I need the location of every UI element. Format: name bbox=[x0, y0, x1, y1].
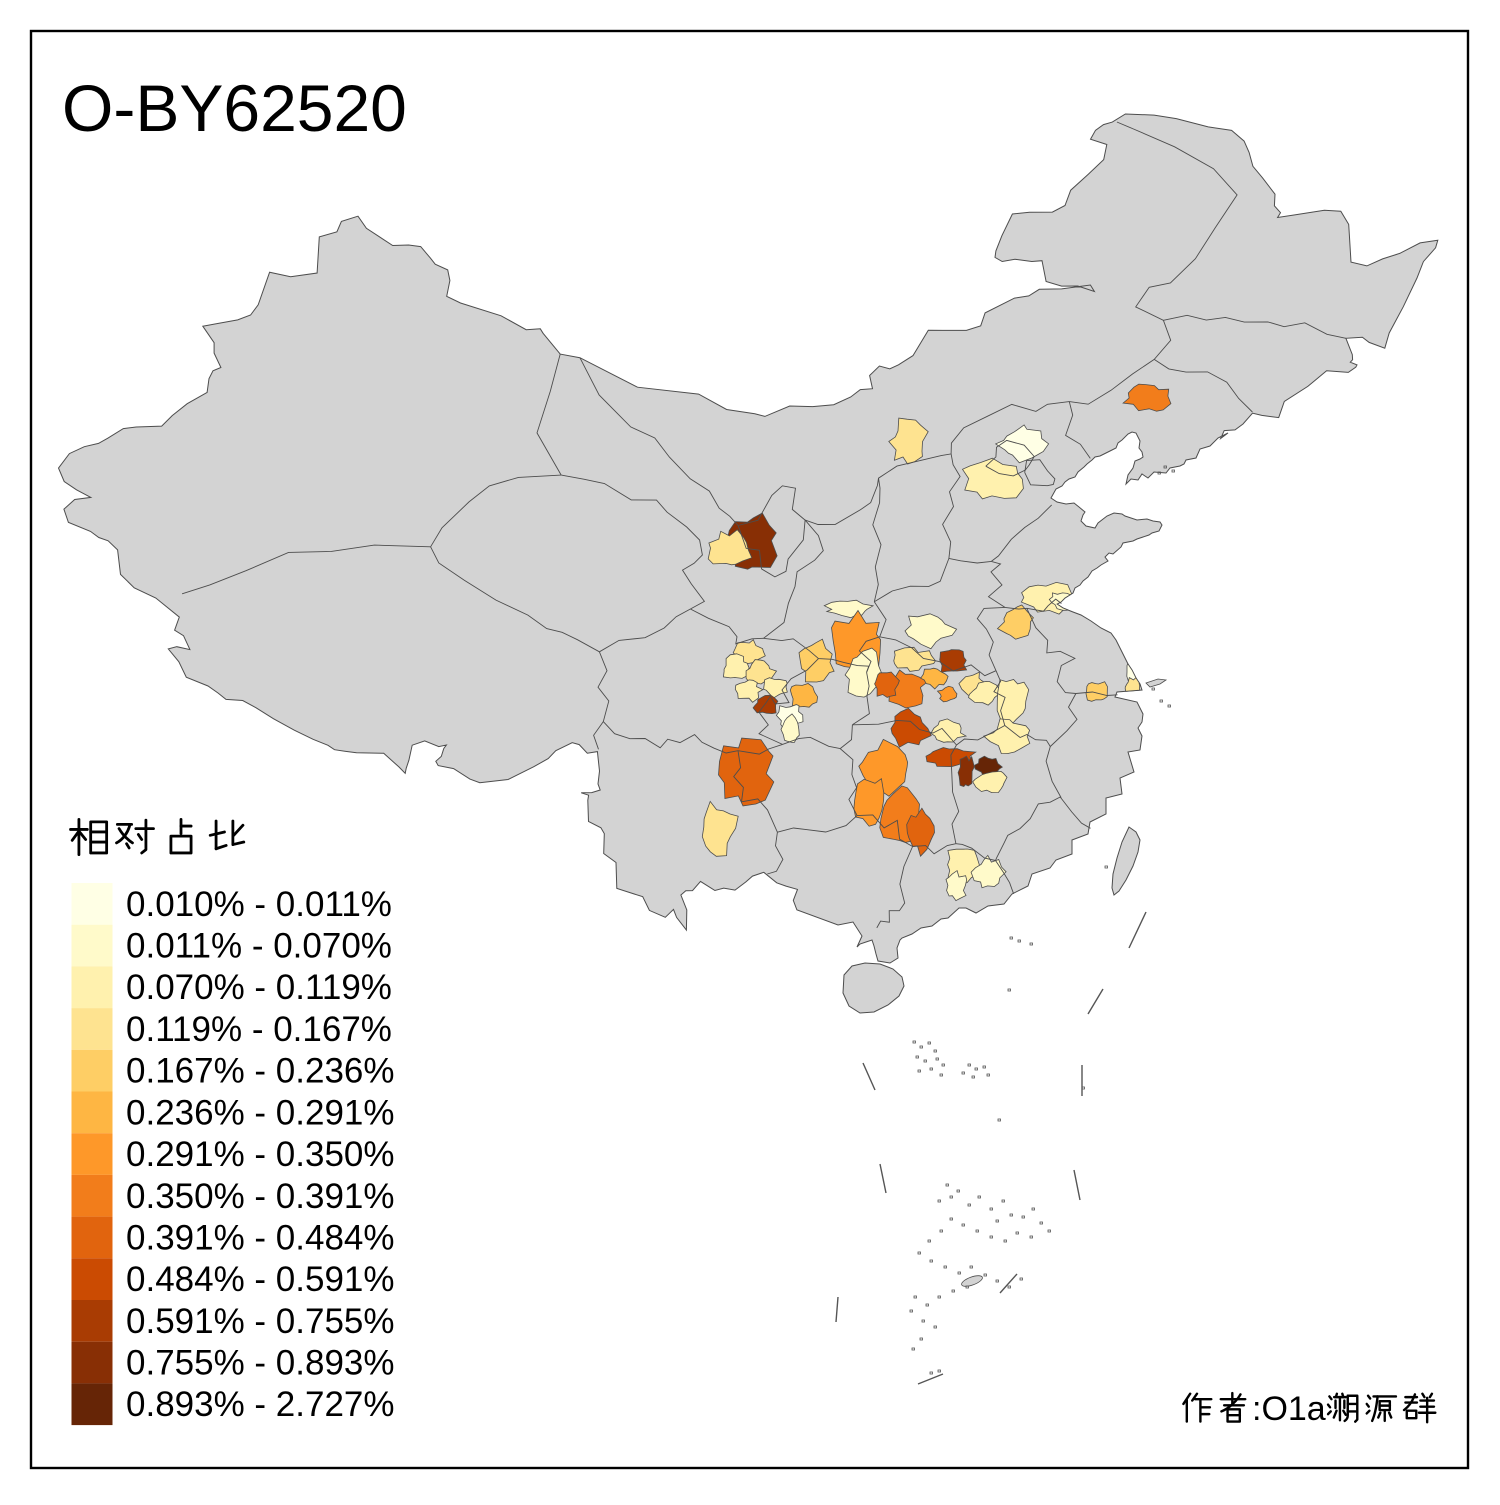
svg-text::O1a: :O1a bbox=[1252, 1390, 1326, 1428]
svg-text:0.236% - 0.291%: 0.236% - 0.291% bbox=[126, 1093, 395, 1132]
svg-text:0.484% - 0.591%: 0.484% - 0.591% bbox=[126, 1260, 395, 1299]
svg-text:0.070% - 0.119%: 0.070% - 0.119% bbox=[126, 968, 392, 1007]
svg-text:0.893% - 2.727%: 0.893% - 2.727% bbox=[126, 1385, 395, 1424]
svg-text:0.391% - 0.484%: 0.391% - 0.484% bbox=[126, 1218, 395, 1257]
svg-text:O-BY62520: O-BY62520 bbox=[62, 71, 407, 145]
svg-text:0.591% - 0.755%: 0.591% - 0.755% bbox=[126, 1302, 395, 1341]
svg-text:0.350% - 0.391%: 0.350% - 0.391% bbox=[126, 1177, 395, 1216]
svg-text:0.755% - 0.893%: 0.755% - 0.893% bbox=[126, 1344, 395, 1383]
svg-text:0.011% - 0.070%: 0.011% - 0.070% bbox=[126, 927, 392, 966]
svg-text:0.119% - 0.167%: 0.119% - 0.167% bbox=[126, 1010, 392, 1049]
svg-text:0.010% - 0.011%: 0.010% - 0.011% bbox=[126, 885, 392, 924]
svg-text:0.291% - 0.350%: 0.291% - 0.350% bbox=[126, 1135, 395, 1174]
svg-text:0.167% - 0.236%: 0.167% - 0.236% bbox=[126, 1052, 395, 1091]
